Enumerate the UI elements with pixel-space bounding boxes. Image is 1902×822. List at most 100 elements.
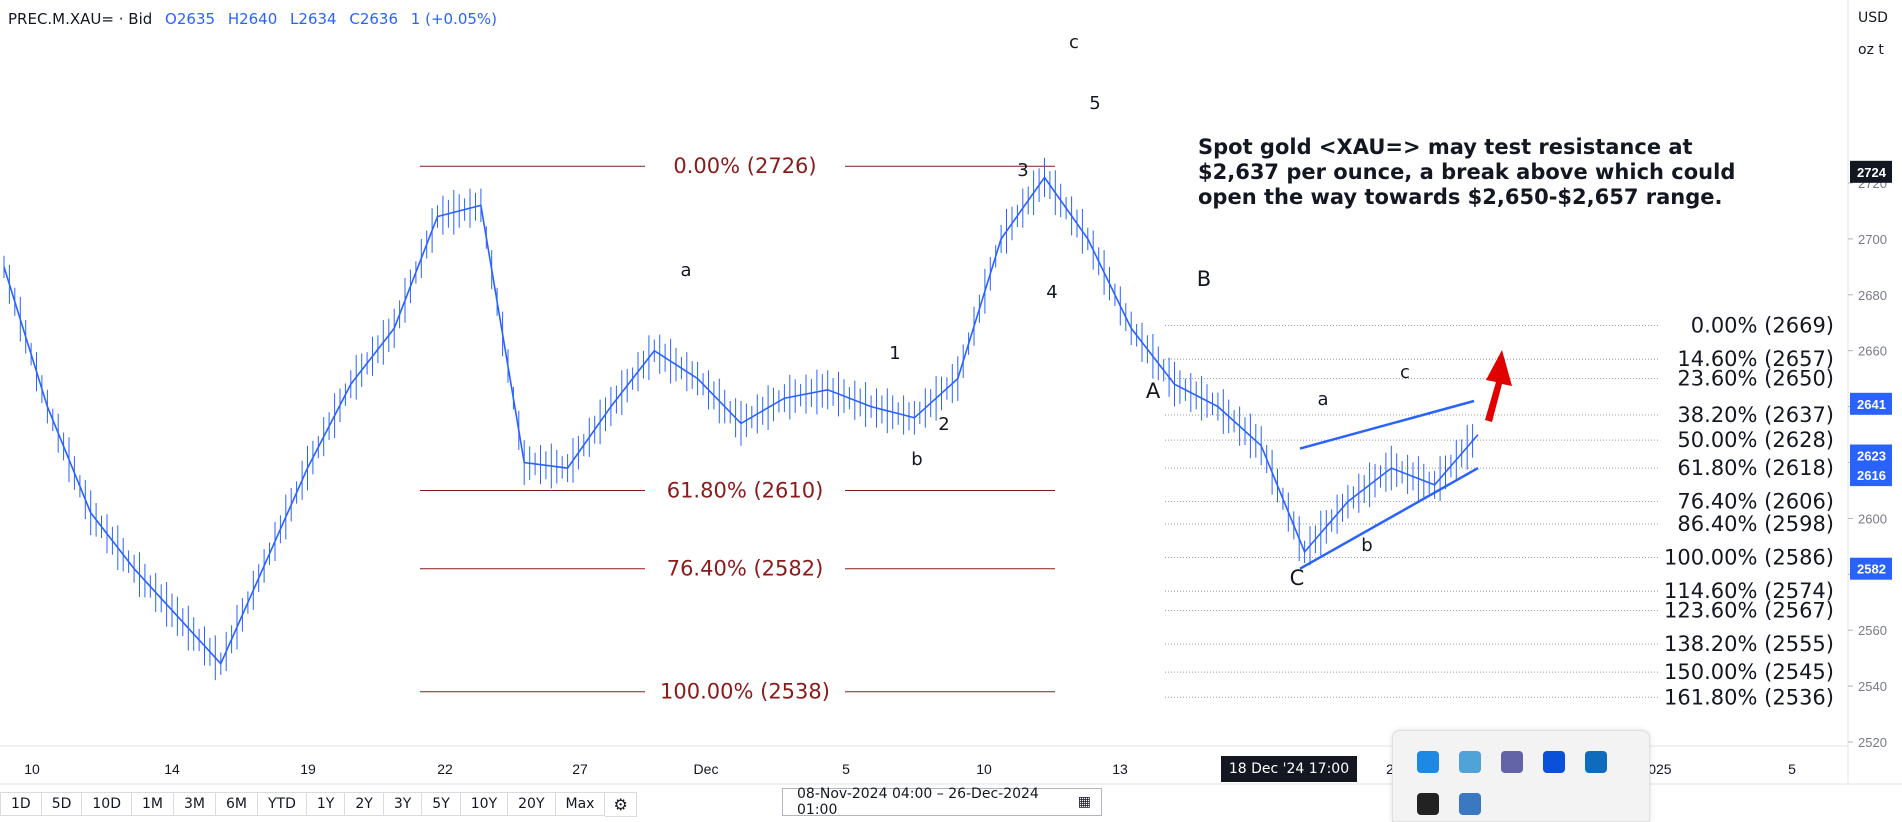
date-range-picker[interactable]: 08-Nov-2024 04:00 – 26-Dec-2024 01:00 ▦ — [782, 786, 1102, 818]
range-button-20y[interactable]: 20Y — [508, 792, 556, 816]
range-button-5y[interactable]: 5Y — [422, 792, 461, 816]
annotation-line: $2,637 per ounce, a break above which co… — [1198, 160, 1735, 184]
price-badge — [1850, 392, 1892, 415]
time-tick-label: 10 — [976, 761, 992, 777]
fib-retracement-left[interactable]: 0.00% (2726) 61.80% (2610) 76.40% (2582) 10… — [420, 154, 1055, 704]
fib-right-label: 138.20% (2555) — [1664, 632, 1834, 656]
annotation-line: open the way towards $2,650-$2,657 range… — [1198, 185, 1723, 209]
symbol-label: PREC.M.XAU= · Bid — [8, 10, 153, 28]
crosshair-time-label: 18 Dec '24 17:00 — [1221, 756, 1357, 782]
price-tick-label: 2560 — [1858, 623, 1887, 638]
range-button-1d[interactable]: 1D — [0, 792, 42, 816]
range-button-ytd[interactable]: YTD — [257, 792, 307, 816]
audio-icon[interactable] — [1417, 793, 1439, 815]
calendar-icon[interactable]: ▦ — [1077, 794, 1091, 810]
range-button-10d[interactable]: 10D — [82, 792, 132, 816]
price-series — [3, 157, 1479, 681]
time-tick-label: 13 — [1112, 761, 1128, 777]
price-badge-label: 2724 — [1857, 165, 1887, 180]
fib-right-label: 50.00% (2628) — [1677, 428, 1834, 452]
red-up-arrow — [1485, 350, 1512, 422]
wedge-channel[interactable] — [1299, 399, 1479, 570]
time-tick-label: 22 — [437, 761, 453, 777]
low-value: L2634 — [290, 10, 337, 28]
fib-right-label: 114.60% (2574) — [1664, 579, 1834, 603]
fib-right-label: 86.40% (2598) — [1677, 512, 1834, 536]
fib-right-label: 0.00% (2669) — [1691, 314, 1834, 338]
price-tick-label: 2540 — [1858, 679, 1887, 694]
range-button-1m[interactable]: 1M — [131, 792, 174, 816]
channel-upper-line — [1299, 399, 1475, 450]
range-button-1y[interactable]: 1Y — [306, 792, 346, 816]
fib-right-label: 38.20% (2637) — [1677, 403, 1834, 427]
range-button-max[interactable]: Max — [555, 792, 606, 816]
price-badge-label: 2623 — [1857, 449, 1886, 464]
teams-icon[interactable] — [1501, 751, 1523, 773]
fib-right-label: 76.40% (2606) — [1677, 490, 1834, 514]
wave-label: 1 — [889, 343, 900, 364]
time-tick-label: 27 — [572, 761, 588, 777]
wave-label: 3 — [1017, 160, 1028, 181]
wave-label: B — [1197, 267, 1211, 291]
wave-label: a — [680, 260, 691, 281]
price-badge — [1850, 464, 1892, 487]
price-badge-label: 2582 — [1857, 562, 1886, 577]
price-axis[interactable]: 2720270026802660264026202600258025602540… — [1847, 0, 1893, 784]
wave-label: 4 — [1046, 282, 1057, 303]
channel-lower-line — [1299, 467, 1479, 570]
time-tick-label: 19 — [300, 761, 316, 777]
wave-label: a — [1317, 389, 1328, 410]
ws-icon[interactable] — [1543, 751, 1565, 773]
open-value: O2635 — [165, 10, 216, 28]
change-value: 1 (+0.05%) — [410, 10, 498, 28]
time-tick-label: 5 — [842, 761, 850, 777]
range-button-3m[interactable]: 3M — [173, 792, 216, 816]
gear-icon[interactable]: ⚙ — [605, 791, 637, 817]
wave-label: 2 — [938, 414, 949, 435]
fib-left-label: 61.80% (2610) — [667, 478, 824, 502]
date-range-text: 08-Nov-2024 04:00 – 26-Dec-2024 01:00 — [797, 786, 1039, 818]
range-toolbar: 1D 5D 10D 1M 3M 6M YTD 1Y 2Y 3Y 5Y 10Y 20Y Max ⚙ — [0, 788, 637, 820]
range-button-5d[interactable]: 5D — [41, 792, 83, 816]
price-tick-label: 2700 — [1858, 232, 1887, 247]
range-button-6m[interactable]: 6M — [215, 792, 258, 816]
price-badge-label: 2641 — [1857, 397, 1886, 412]
wave-label: c — [1400, 362, 1410, 383]
range-button-2y[interactable]: 2Y — [345, 792, 384, 816]
fib-right-label: 161.80% (2536) — [1664, 685, 1834, 709]
unit-selector[interactable]: oz t — [1858, 42, 1884, 58]
fib-retracement-right[interactable]: 0.00% (2669) 14.60% (2657)23.60% (2650) 38… — [1165, 314, 1834, 710]
up-arrow[interactable] — [1485, 350, 1512, 422]
app-icon-1[interactable] — [1417, 751, 1439, 773]
fib-right-label: 150.00% (2545) — [1664, 660, 1834, 684]
fib-right-label: 14.60% (2657) — [1677, 347, 1834, 371]
system-tray-popup — [1392, 730, 1650, 822]
fib-left-label: 76.40% (2582) — [667, 557, 824, 581]
time-tick-label: Dec — [694, 761, 719, 777]
wave-label: C — [1290, 566, 1305, 590]
fib-right-label: 123.60% (2567) — [1664, 599, 1834, 623]
fib-right-label: 100.00% (2586) — [1664, 546, 1834, 570]
wave-label: c — [1069, 32, 1079, 53]
close-value: C2636 — [349, 10, 399, 28]
wave-label: b — [911, 449, 922, 470]
time-tick-label: 14 — [164, 761, 180, 777]
price-tick-label: 2520 — [1858, 735, 1887, 750]
fib-right-label: 61.80% (2618) — [1677, 456, 1834, 480]
wave-label: A — [1146, 379, 1161, 403]
price-badge — [1850, 557, 1892, 580]
fib-left-label: 0.00% (2726) — [673, 154, 816, 178]
currency-selector[interactable]: USD — [1858, 10, 1888, 26]
outlook-icon[interactable] — [1585, 751, 1607, 773]
time-tick-label: 5 — [1788, 761, 1796, 777]
wave-label: b — [1361, 535, 1372, 556]
wave-label: 5 — [1089, 93, 1100, 114]
price-tick-label: 2660 — [1858, 344, 1887, 359]
range-button-10y[interactable]: 10Y — [460, 792, 509, 816]
app-icon-2[interactable] — [1459, 751, 1481, 773]
time-tick-label: 10 — [24, 761, 40, 777]
security-icon[interactable] — [1459, 793, 1481, 815]
range-button-3y[interactable]: 3Y — [383, 792, 423, 816]
